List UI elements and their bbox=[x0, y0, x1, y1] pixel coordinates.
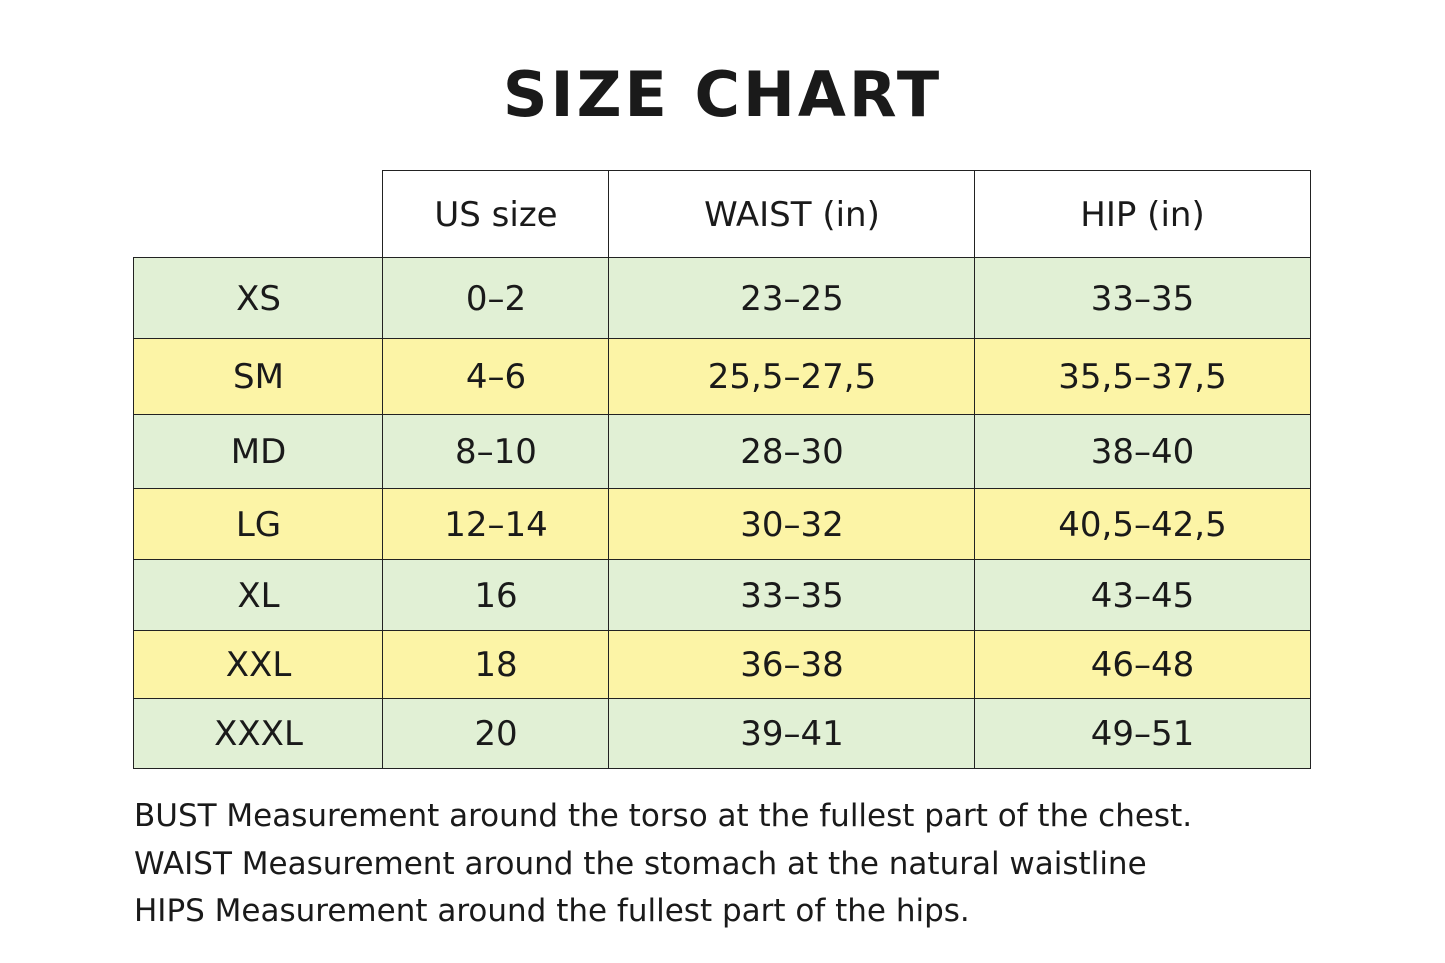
note: BUST Measurement around the torso at the… bbox=[134, 798, 1193, 834]
column-header: HIP (in) bbox=[974, 170, 1311, 259]
row-header: XXXL bbox=[133, 698, 384, 769]
table-cell: 28–30 bbox=[608, 414, 976, 490]
note: HIPS Measurement around the fullest part… bbox=[134, 893, 970, 929]
column-header: US size bbox=[382, 170, 610, 259]
row-header: MD bbox=[133, 414, 384, 490]
title: SIZE CHART bbox=[502, 58, 943, 131]
row-header: XL bbox=[133, 559, 384, 632]
table-cell: 30–32 bbox=[608, 488, 976, 561]
table-cell: 20 bbox=[382, 698, 610, 769]
row-header: LG bbox=[133, 488, 384, 561]
table-cell: 43–45 bbox=[974, 559, 1311, 632]
table-cell: 46–48 bbox=[974, 630, 1311, 700]
table-cell: 40,5–42,5 bbox=[974, 488, 1311, 561]
table-cell: 36–38 bbox=[608, 630, 976, 700]
table-cell: 0–2 bbox=[382, 257, 610, 340]
table-cell: 16 bbox=[382, 559, 610, 632]
table-cell: 38–40 bbox=[974, 414, 1311, 490]
row-header: XS bbox=[133, 257, 384, 340]
column-header: WAIST (in) bbox=[608, 170, 976, 259]
table-cell: 12–14 bbox=[382, 488, 610, 561]
row-header: SM bbox=[133, 338, 384, 416]
row-header: XXL bbox=[133, 630, 384, 700]
table-cell: 25,5–27,5 bbox=[608, 338, 976, 416]
table-cell: 8–10 bbox=[382, 414, 610, 490]
table-cell: 49–51 bbox=[974, 698, 1311, 769]
table-cell: 4–6 bbox=[382, 338, 610, 416]
table-cell: 23–25 bbox=[608, 257, 976, 340]
table-cell: 18 bbox=[382, 630, 610, 700]
table-cell: 33–35 bbox=[608, 559, 976, 632]
note: WAIST Measurement around the stomach at … bbox=[134, 845, 1147, 882]
table-cell: 39–41 bbox=[608, 698, 976, 769]
table-cell: 33–35 bbox=[974, 257, 1311, 340]
table-cell: 35,5–37,5 bbox=[974, 338, 1311, 416]
